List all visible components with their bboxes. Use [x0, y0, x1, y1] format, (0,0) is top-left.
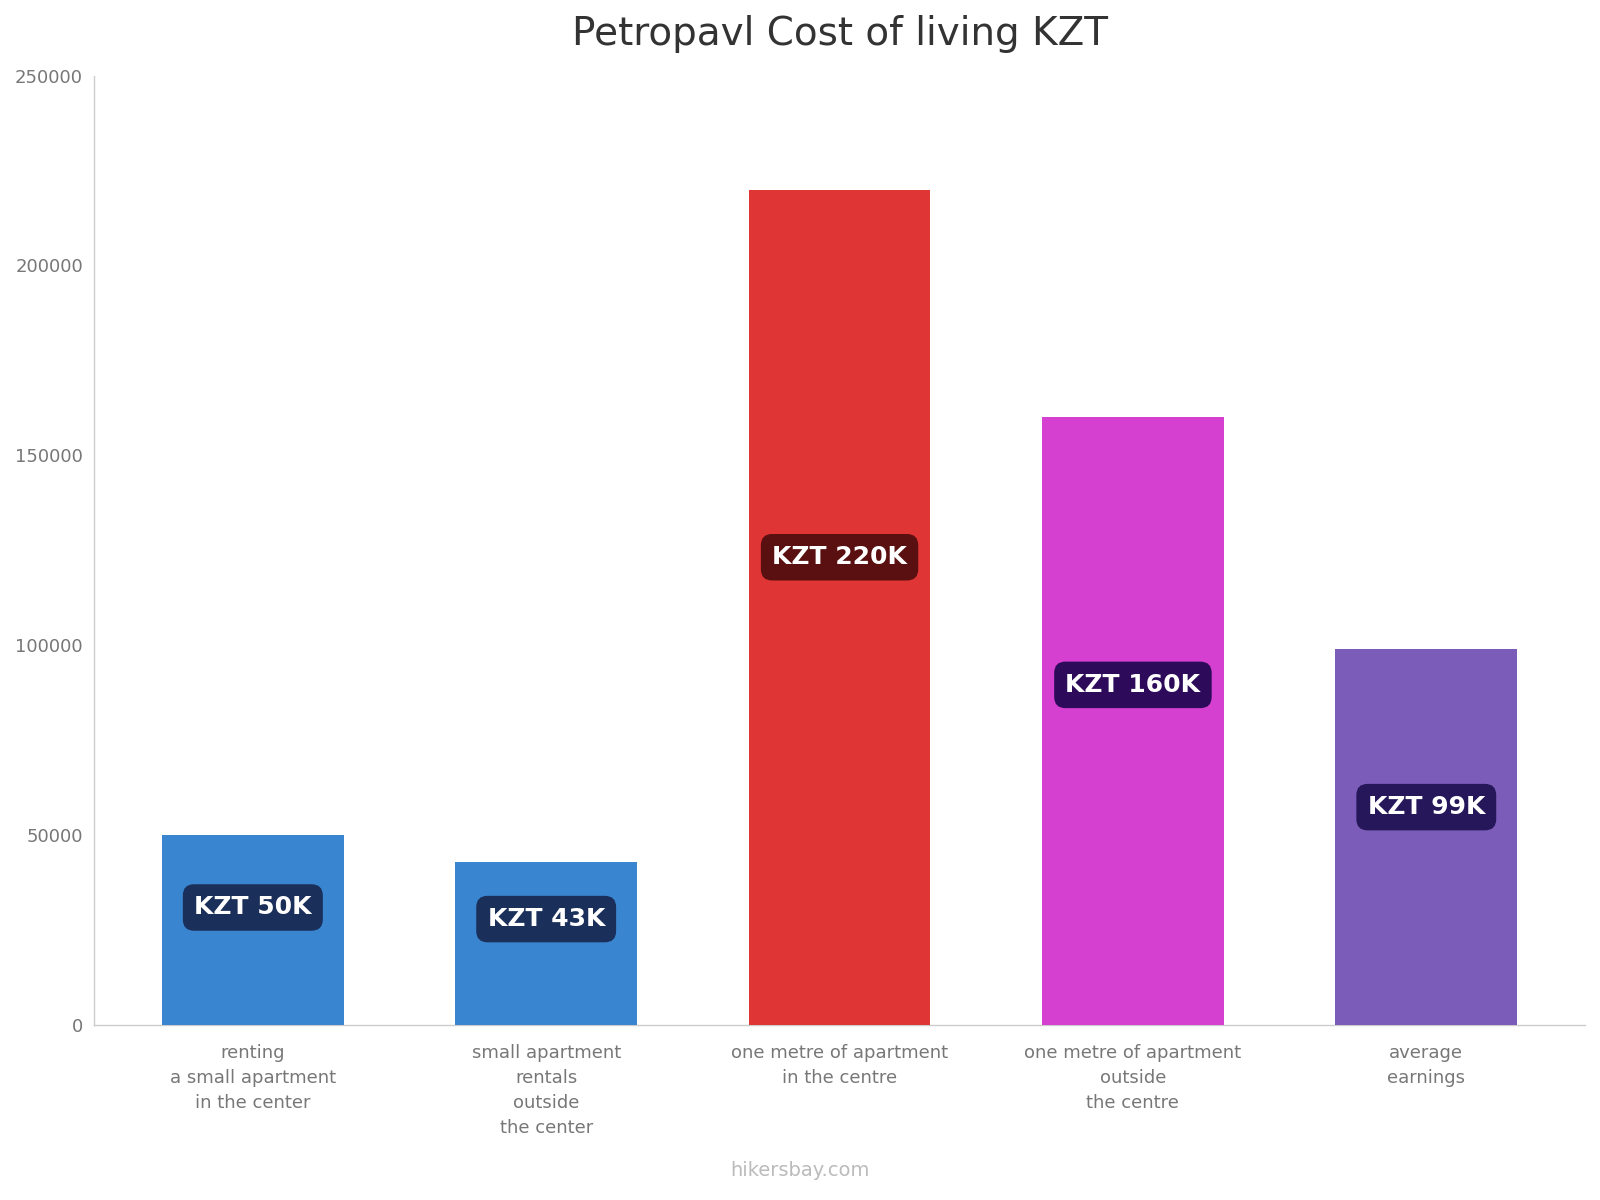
- Text: hikersbay.com: hikersbay.com: [730, 1160, 870, 1180]
- Title: Petropavl Cost of living KZT: Petropavl Cost of living KZT: [571, 14, 1107, 53]
- Bar: [1042, 418, 1224, 1025]
- Text: KZT 220K: KZT 220K: [773, 545, 907, 569]
- Text: KZT 99K: KZT 99K: [1368, 796, 1485, 820]
- Text: KZT 160K: KZT 160K: [1066, 673, 1200, 697]
- Text: KZT 50K: KZT 50K: [194, 895, 312, 919]
- Bar: [1336, 649, 1517, 1025]
- Bar: [456, 862, 637, 1025]
- Bar: [162, 835, 344, 1025]
- Text: KZT 43K: KZT 43K: [488, 907, 605, 931]
- Bar: [749, 190, 931, 1025]
